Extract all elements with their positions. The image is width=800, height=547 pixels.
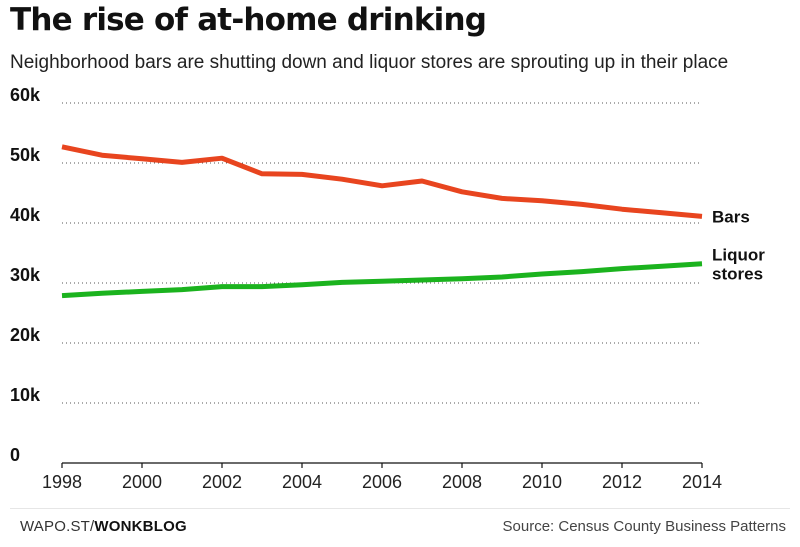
chart-title: The rise of at-home drinking [10, 2, 487, 38]
x-tick-label: 2000 [122, 472, 162, 492]
credit-brand: WONKBLOG [94, 518, 187, 535]
x-tick-label: 2010 [522, 472, 562, 492]
series-label: Liquor [712, 245, 765, 264]
x-tick-label: 2014 [682, 472, 722, 492]
series-label: Bars [712, 207, 750, 226]
x-tick-label: 2006 [362, 472, 402, 492]
x-tick-label: 2004 [282, 472, 322, 492]
y-tick-label: 30k [10, 265, 41, 285]
y-tick-label: 50k [10, 145, 41, 165]
y-tick-label: 40k [10, 205, 41, 225]
series-line-liquor-stores [61, 261, 703, 299]
source-note: Source: Census County Business Patterns [502, 518, 786, 535]
credit-prefix: WAPO.ST/ [20, 518, 95, 535]
y-tick-label: 20k [10, 325, 41, 345]
y-tick-label: 0 [10, 445, 20, 465]
y-tick-label: 10k [10, 385, 41, 405]
wonkblog-credit[interactable]: WAPO.ST/WONKBLOG [20, 518, 187, 535]
series-line-bars [61, 144, 703, 219]
x-tick-label: 1998 [42, 472, 82, 492]
x-tick-label: 2002 [202, 472, 242, 492]
x-tick-label: 2008 [442, 472, 482, 492]
footer-divider [10, 508, 790, 509]
series-label: stores [712, 264, 763, 283]
x-tick-label: 2012 [602, 472, 642, 492]
y-tick-label: 60k [10, 85, 41, 105]
chart-subtitle: Neighborhood bars are shutting down and … [10, 52, 729, 73]
